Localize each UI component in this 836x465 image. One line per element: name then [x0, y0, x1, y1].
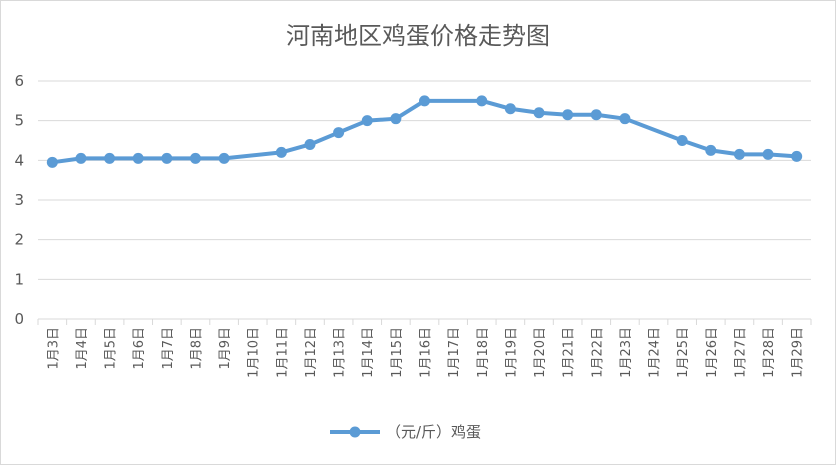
x-tick-label: 1月10日 — [247, 327, 262, 378]
x-tick-label: 1月26日 — [705, 327, 720, 378]
data-point[interactable] — [419, 95, 430, 107]
data-point[interactable] — [533, 107, 545, 119]
data-point[interactable] — [590, 109, 602, 121]
x-axis: 1月3日 1月4日 1月5日 1月6日 1月7日 1月8日 1月9日 1月10日 1月11日 1月… — [37, 319, 812, 378]
y-tick-label: 5 — [14, 112, 24, 130]
data-point[interactable] — [75, 152, 87, 164]
x-tick-label: 1月17日 — [447, 327, 462, 378]
data-point[interactable] — [619, 113, 631, 125]
x-tick-label: 1月7日 — [161, 327, 176, 370]
gridlines — [38, 80, 811, 320]
data-point[interactable] — [762, 148, 774, 160]
x-tick-label: 1月6日 — [132, 327, 147, 370]
data-point[interactable] — [562, 109, 574, 121]
y-tick-label: 2 — [14, 231, 24, 249]
x-tick-label: 1月16日 — [419, 327, 434, 378]
data-point[interactable] — [504, 103, 516, 115]
series-line — [50, 98, 799, 165]
data-point[interactable] — [161, 152, 173, 164]
x-tick-label: 1月21日 — [562, 327, 577, 378]
data-point[interactable] — [333, 127, 345, 139]
data-point[interactable] — [132, 152, 144, 164]
chart-title: 河南地区鸡蛋价格走势图 — [286, 22, 550, 50]
x-tick-label: 1月18日 — [476, 327, 491, 378]
data-point[interactable] — [390, 113, 402, 125]
data-point[interactable] — [218, 152, 230, 164]
x-tick-label: 1月27日 — [733, 327, 748, 378]
x-tick-label: 1月23日 — [619, 327, 634, 378]
legend-dot-marker — [349, 426, 361, 438]
x-tick-label: 1月29日 — [791, 327, 806, 378]
x-tick-label: 1月22日 — [590, 327, 605, 378]
data-point[interactable] — [361, 115, 373, 127]
x-tick-label: 1月4日 — [75, 327, 90, 370]
x-tick-label: 1月28日 — [762, 327, 777, 378]
data-point[interactable] — [791, 150, 803, 162]
y-axis: 0 1 2 3 4 5 6 — [14, 72, 24, 328]
x-tick-label: 1月9日 — [218, 327, 233, 370]
x-tick-label: 1月25日 — [676, 327, 691, 378]
x-tick-label: 1月3日 — [46, 327, 61, 370]
data-point[interactable] — [676, 135, 688, 146]
y-tick-label: 1 — [14, 270, 24, 288]
data-point[interactable] — [705, 144, 717, 156]
y-tick-label: 4 — [14, 151, 24, 169]
data-point[interactable] — [189, 152, 201, 164]
data-point[interactable] — [275, 146, 287, 158]
x-tick-label: 1月13日 — [333, 327, 348, 378]
data-point[interactable] — [104, 152, 116, 164]
y-tick-label: 0 — [14, 310, 24, 328]
x-tick-label: 1月20日 — [533, 327, 548, 378]
data-point[interactable] — [304, 138, 316, 150]
x-tick-label: 1月19日 — [504, 327, 519, 378]
x-tick-label: 1月14日 — [361, 327, 376, 378]
y-tick-label: 3 — [14, 191, 24, 209]
data-point[interactable] — [733, 148, 745, 160]
x-tick-label: 1月15日 — [390, 327, 405, 378]
x-tick-label: 1月8日 — [189, 327, 204, 370]
y-tick-label: 6 — [14, 72, 24, 90]
data-point[interactable] — [476, 95, 488, 107]
data-point[interactable] — [46, 156, 58, 168]
legend-label: （元/斤）鸡蛋 — [386, 423, 481, 441]
x-tick-label: 1月12日 — [304, 327, 319, 378]
x-tick-label: 1月24日 — [648, 327, 663, 378]
x-tick-label: 1月5日 — [104, 327, 119, 370]
legend[interactable]: （元/斤）鸡蛋 — [330, 423, 481, 441]
x-tick-label: 1月11日 — [275, 327, 290, 378]
plot-area — [46, 95, 803, 168]
